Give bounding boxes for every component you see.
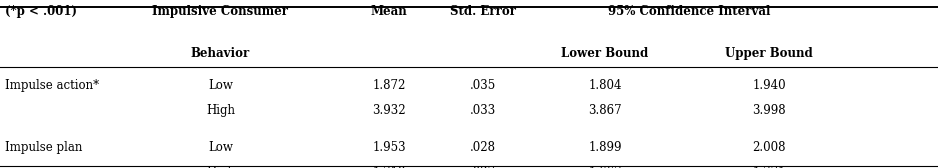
Text: High: High <box>206 166 234 168</box>
Text: 1.804: 1.804 <box>588 79 622 92</box>
Text: 3.998: 3.998 <box>752 104 786 117</box>
Text: 1.940: 1.940 <box>752 79 786 92</box>
Text: Behavior: Behavior <box>190 47 250 60</box>
Text: Upper Bound: Upper Bound <box>725 47 813 60</box>
Text: 95% Confidence Interval: 95% Confidence Interval <box>608 5 771 18</box>
Text: 1.953: 1.953 <box>372 141 406 154</box>
Text: .027: .027 <box>470 166 496 168</box>
Text: Lower Bound: Lower Bound <box>561 47 649 60</box>
Text: 1.719: 1.719 <box>372 166 406 168</box>
Text: Impulse action*: Impulse action* <box>5 79 98 92</box>
Text: Low: Low <box>208 141 233 154</box>
Text: Low: Low <box>208 79 233 92</box>
Text: 1.771: 1.771 <box>752 166 786 168</box>
Text: .035: .035 <box>470 79 496 92</box>
Text: Mean: Mean <box>371 5 408 18</box>
Text: Impulse plan: Impulse plan <box>5 141 82 154</box>
Text: 3.867: 3.867 <box>588 104 622 117</box>
Text: .033: .033 <box>470 104 496 117</box>
Text: .028: .028 <box>470 141 496 154</box>
Text: 3.932: 3.932 <box>372 104 406 117</box>
Text: 2.008: 2.008 <box>752 141 786 154</box>
Text: Std. Error: Std. Error <box>450 5 516 18</box>
Text: High: High <box>206 104 234 117</box>
Text: 1.667: 1.667 <box>588 166 622 168</box>
Text: 1.872: 1.872 <box>372 79 406 92</box>
Text: (*p < .001): (*p < .001) <box>5 5 77 18</box>
Text: 1.899: 1.899 <box>588 141 622 154</box>
Text: Impulsive Consumer: Impulsive Consumer <box>153 5 288 18</box>
